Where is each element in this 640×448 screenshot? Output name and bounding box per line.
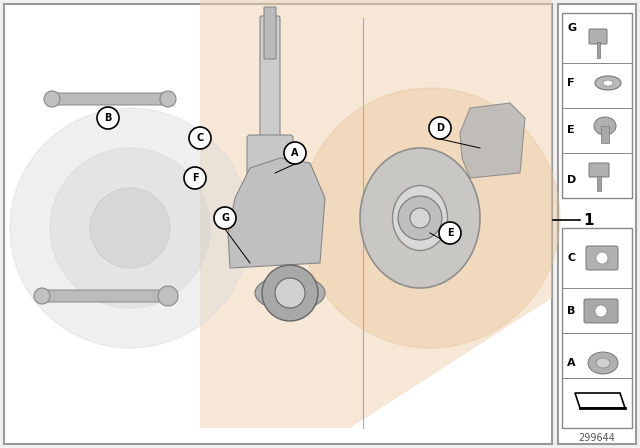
Circle shape bbox=[34, 288, 50, 304]
Text: A: A bbox=[567, 358, 575, 368]
Ellipse shape bbox=[255, 276, 325, 310]
Ellipse shape bbox=[360, 148, 480, 288]
Circle shape bbox=[429, 117, 451, 139]
Circle shape bbox=[158, 286, 178, 306]
Text: C: C bbox=[196, 133, 204, 143]
Text: F: F bbox=[567, 78, 575, 88]
Text: A: A bbox=[291, 148, 299, 158]
Text: G: G bbox=[567, 23, 576, 33]
Circle shape bbox=[184, 167, 206, 189]
Circle shape bbox=[160, 91, 176, 107]
Circle shape bbox=[439, 222, 461, 244]
FancyBboxPatch shape bbox=[586, 246, 618, 270]
Polygon shape bbox=[228, 158, 325, 268]
Bar bbox=[597, 42, 600, 58]
FancyBboxPatch shape bbox=[264, 7, 276, 59]
FancyBboxPatch shape bbox=[562, 13, 632, 198]
Text: E: E bbox=[567, 125, 575, 135]
Text: B: B bbox=[104, 113, 112, 123]
Text: 299644: 299644 bbox=[579, 433, 616, 443]
Text: E: E bbox=[447, 228, 453, 238]
Ellipse shape bbox=[603, 80, 613, 86]
FancyBboxPatch shape bbox=[38, 290, 172, 302]
Circle shape bbox=[189, 127, 211, 149]
FancyBboxPatch shape bbox=[589, 29, 607, 44]
FancyBboxPatch shape bbox=[247, 135, 293, 191]
Ellipse shape bbox=[588, 352, 618, 374]
Circle shape bbox=[44, 91, 60, 107]
Circle shape bbox=[214, 207, 236, 229]
Ellipse shape bbox=[392, 185, 447, 250]
Ellipse shape bbox=[596, 358, 610, 368]
Text: B: B bbox=[567, 306, 575, 316]
Ellipse shape bbox=[595, 76, 621, 90]
Circle shape bbox=[300, 88, 560, 348]
Bar bbox=[601, 126, 609, 143]
FancyBboxPatch shape bbox=[48, 93, 172, 105]
Text: G: G bbox=[221, 213, 229, 223]
Bar bbox=[597, 176, 601, 191]
Circle shape bbox=[398, 196, 442, 240]
Circle shape bbox=[284, 142, 306, 164]
FancyBboxPatch shape bbox=[584, 299, 618, 323]
Polygon shape bbox=[460, 103, 525, 178]
Text: 1: 1 bbox=[583, 212, 593, 228]
Text: F: F bbox=[192, 173, 198, 183]
FancyBboxPatch shape bbox=[562, 228, 632, 428]
FancyBboxPatch shape bbox=[4, 4, 552, 444]
Polygon shape bbox=[575, 393, 625, 408]
FancyBboxPatch shape bbox=[558, 4, 636, 444]
Ellipse shape bbox=[594, 117, 616, 135]
Circle shape bbox=[10, 108, 250, 348]
Text: D: D bbox=[567, 175, 576, 185]
Circle shape bbox=[90, 188, 170, 268]
Text: C: C bbox=[567, 253, 575, 263]
FancyBboxPatch shape bbox=[589, 163, 609, 177]
Circle shape bbox=[50, 148, 210, 308]
Circle shape bbox=[262, 265, 318, 321]
Circle shape bbox=[596, 252, 608, 264]
Circle shape bbox=[275, 278, 305, 308]
Circle shape bbox=[595, 305, 607, 317]
FancyBboxPatch shape bbox=[260, 16, 280, 150]
Circle shape bbox=[410, 208, 430, 228]
Polygon shape bbox=[200, 0, 552, 428]
Text: D: D bbox=[436, 123, 444, 133]
Circle shape bbox=[97, 107, 119, 129]
